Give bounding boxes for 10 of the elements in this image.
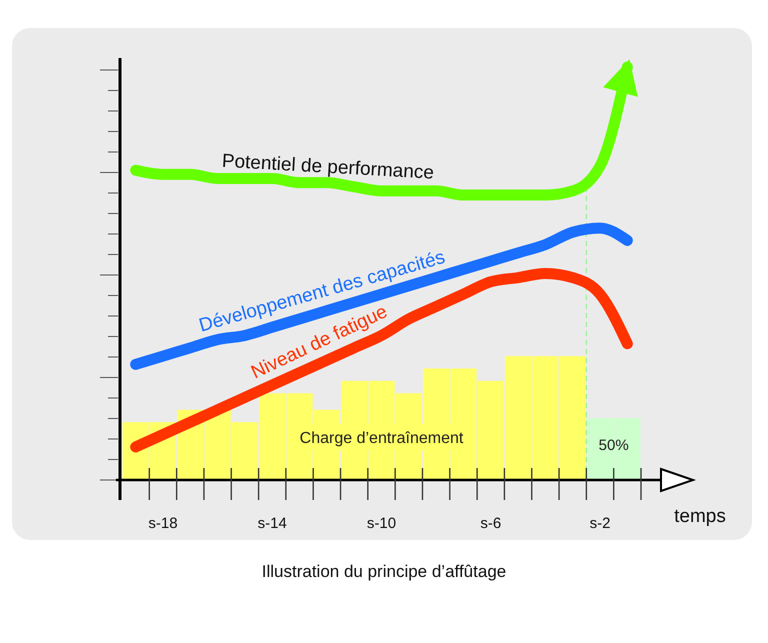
x-tick-label: s-10 [366, 515, 396, 532]
x-tick-label: s-18 [148, 515, 178, 532]
x-axis-title: temps [674, 506, 726, 527]
x-tick-label: s-6 [480, 515, 502, 532]
series-label: Potentiel de performance [221, 150, 434, 184]
text: Illustration du principe d’affûtage [262, 562, 506, 581]
x-tick-label: s-2 [590, 515, 610, 532]
x-tick-label: s-14 [258, 515, 287, 532]
annotation: 50% [598, 437, 629, 454]
series-label: Charge d’entraînement [300, 430, 464, 447]
